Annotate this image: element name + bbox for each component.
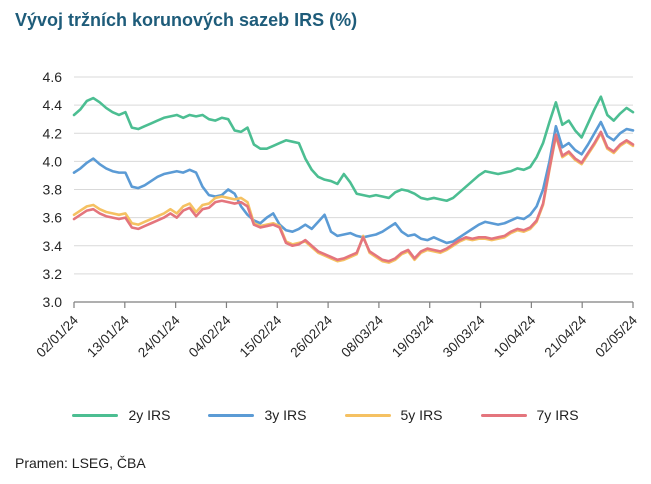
y-axis-tick-label: 4.4 [43, 97, 63, 113]
chart-legend: 2y IRS 3y IRS 5y IRS 7y IRS [0, 401, 651, 429]
legend-item-2y: 2y IRS [72, 407, 170, 423]
legend-swatch-3y [208, 413, 255, 417]
source-note: Pramen: LSEG, ČBA [15, 455, 146, 471]
y-axis-tick-label: 3.2 [43, 266, 63, 282]
x-axis-tick-label: 02/01/24 [33, 312, 81, 360]
legend-label-3y: 3y IRS [264, 407, 307, 423]
chart-title: Vývoj tržních korunových sazeb IRS (%) [15, 10, 358, 30]
x-axis-tick-label: 30/03/24 [440, 312, 488, 360]
legend-label-7y: 7y IRS [536, 407, 579, 423]
series-line-2y-irs [72, 95, 635, 203]
series-line-5y-irs [72, 131, 635, 264]
x-axis-tick-label: 13/01/24 [84, 312, 132, 360]
y-axis-tick-label: 3.0 [43, 294, 63, 310]
legend-swatch-5y [344, 413, 391, 417]
legend-label-2y: 2y IRS [128, 407, 171, 423]
legend-swatch-2y [72, 413, 119, 417]
y-axis-tick-label: 3.6 [43, 210, 63, 226]
x-axis-tick-label: 24/01/24 [135, 312, 183, 360]
legend-item-7y: 7y IRS [480, 407, 579, 423]
x-axis-tick-label: 19/03/24 [389, 312, 437, 360]
y-axis-tick-label: 4.0 [43, 153, 63, 169]
y-axis-tick-label: 3.8 [43, 182, 63, 198]
x-axis-tick-label: 04/02/24 [186, 312, 234, 360]
x-axis-tick-label: 10/04/24 [491, 312, 539, 360]
y-axis-tick-label: 4.2 [43, 125, 63, 141]
legend-label-5y: 5y IRS [400, 407, 443, 423]
x-axis-tick-label: 21/04/24 [542, 312, 590, 360]
x-axis-tick-label: 08/03/24 [338, 312, 386, 360]
y-axis-tick-label: 3.4 [43, 238, 63, 254]
x-axis-tick-label: 02/05/24 [592, 312, 640, 360]
legend-item-3y: 3y IRS [208, 407, 307, 423]
legend-swatch-7y [480, 413, 527, 417]
series-line-3y-irs [72, 120, 635, 245]
legend-item-5y: 5y IRS [344, 407, 443, 423]
irs-line-chart: 3.0 3.2 3.4 3.6 3.8 4.0 4.2 4.4 4.6 02/01/24 13/01… [33, 69, 640, 360]
y-axis-tick-label: 4.6 [43, 69, 63, 85]
x-axis-tick-label: 15/02/24 [237, 312, 285, 360]
x-axis-tick-label: 26/02/24 [287, 312, 335, 360]
series-line-7y-irs [72, 130, 635, 263]
